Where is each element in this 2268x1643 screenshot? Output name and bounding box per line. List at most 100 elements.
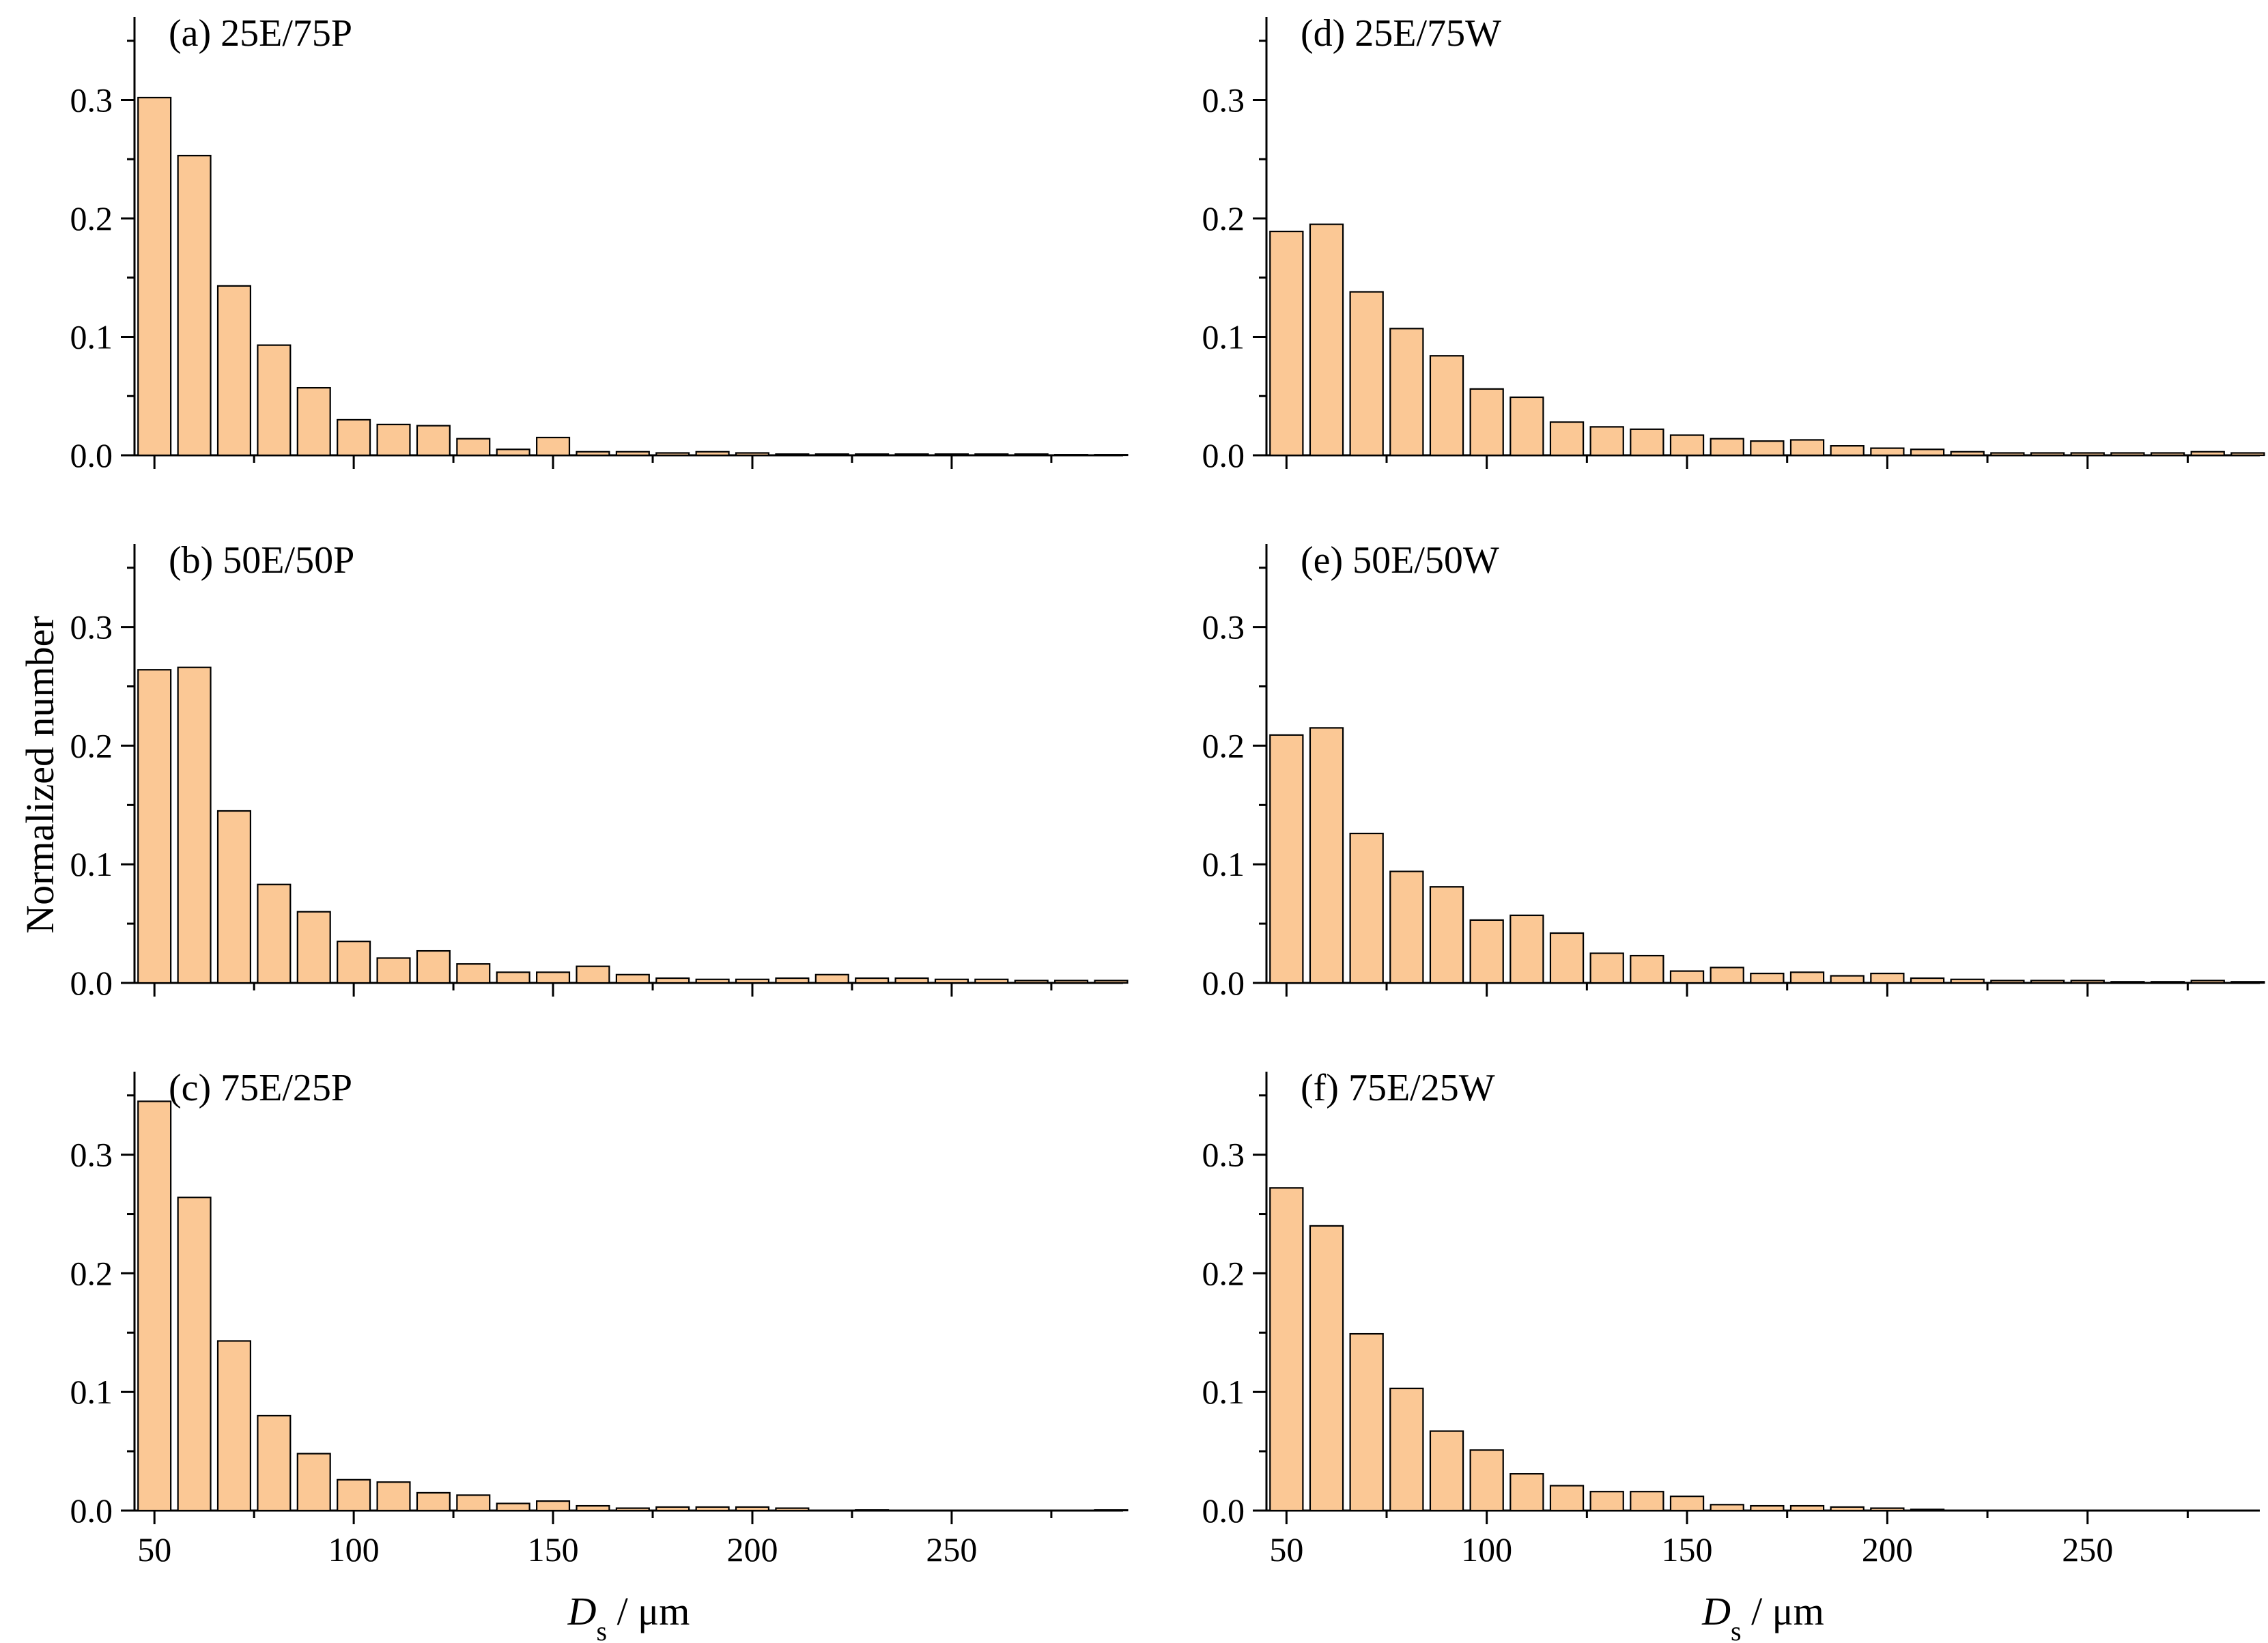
bar [456,963,491,984]
bar [416,425,451,457]
bar [177,154,212,457]
y-tick-label: 0.3 [70,1136,113,1174]
bar [496,971,530,984]
bar [1509,396,1544,457]
panel-a: 0.0 0.1 0.2 0.3 (a) 25E/75P [70,12,1129,474]
bar [1669,970,1705,984]
y-axis-title: Normalized number [18,616,62,933]
bar [1389,870,1424,984]
bar [1309,1225,1344,1512]
y-tick-label: 0.1 [70,317,113,356]
bar [177,666,212,984]
bar [456,438,491,457]
bar [1549,932,1585,984]
y-tick-label: 0.1 [1202,1373,1245,1411]
bar [456,1494,491,1512]
bar [137,1100,172,1512]
bar [1710,438,1744,457]
bar [1509,914,1544,984]
bar [1054,980,1089,984]
bar [1309,727,1344,984]
bar [576,1504,610,1512]
y-tick-label: 0.2 [1202,199,1245,238]
bar [775,453,810,457]
bar [1549,421,1585,457]
bar [576,965,610,984]
bar [536,971,571,984]
bar [1830,1506,1865,1512]
bar [2190,980,2225,984]
bar [1669,1496,1705,1512]
bar [974,978,1009,984]
bar [1990,452,2025,457]
bar [1630,954,1664,984]
y-tick-label: 0.3 [1202,608,1245,646]
x-tick-label: 150 [1662,1530,1713,1569]
x-tick-label: 100 [328,1530,380,1569]
bar [2230,452,2265,457]
bar [1469,388,1504,457]
bar [855,977,890,984]
y-tick-label: 0.0 [70,1491,113,1530]
y-tick-label: 0.3 [70,81,113,119]
bar [1870,447,1905,457]
panel-c: 0.0 0.1 0.2 0.3 50 100 150 200 250 (c) 75E/25P Ds … [70,1067,1129,1643]
bar [296,386,331,457]
bar [735,452,770,457]
bar [615,451,650,457]
bar [1710,1504,1744,1512]
bar [496,1502,530,1512]
bar [894,977,929,984]
x-tick-label: 150 [528,1530,579,1569]
bar [1950,451,1985,457]
bar [1710,967,1744,984]
bar [216,810,252,984]
panel-title: (e) 50E/50W [1301,539,1499,582]
bar [376,957,411,984]
y-tick-label: 0.2 [70,726,113,765]
bar [1509,1473,1544,1512]
bar [655,977,690,984]
bar [695,978,730,984]
panel-title: (f) 75E/25W [1301,1067,1495,1109]
y-tick-label: 0.1 [1202,845,1245,883]
y-tick-label: 0.2 [70,1254,113,1292]
bar [1830,445,1865,457]
bar [1269,734,1304,984]
y-tick-label: 0.2 [1202,1254,1245,1292]
x-tick-label: 100 [1461,1530,1512,1569]
y-tick-label: 0.3 [70,608,113,646]
bar [416,949,451,984]
bar [257,344,292,457]
bar [814,973,849,984]
panel-title: (d) 25E/75W [1301,12,1501,55]
bar [615,1507,650,1512]
bar [1429,355,1464,457]
bar [1309,223,1344,457]
bar [1789,971,1825,984]
x-tick-label: 200 [727,1530,778,1569]
bar [1429,886,1464,984]
y-tick-label: 0.0 [1202,1491,1245,1530]
bar [376,423,411,457]
bar [1910,448,1945,457]
bar [257,1414,292,1512]
y-tick-label: 0.0 [70,964,113,1002]
y-tick-label: 0.0 [1202,436,1245,474]
bar [974,453,1009,457]
bar [1950,978,1985,984]
bar [2150,452,2185,457]
bar [1589,426,1624,457]
bar [2110,452,2145,457]
bar [1349,1332,1384,1512]
x-tick-label: 50 [137,1530,171,1569]
bar [1870,972,1905,984]
bar [1630,1491,1664,1512]
bar [416,1491,451,1512]
bar [855,453,890,457]
bar [655,452,690,457]
bar [1789,439,1825,457]
bar [2030,452,2065,457]
bar [1589,952,1624,984]
bar [1870,1507,1905,1512]
